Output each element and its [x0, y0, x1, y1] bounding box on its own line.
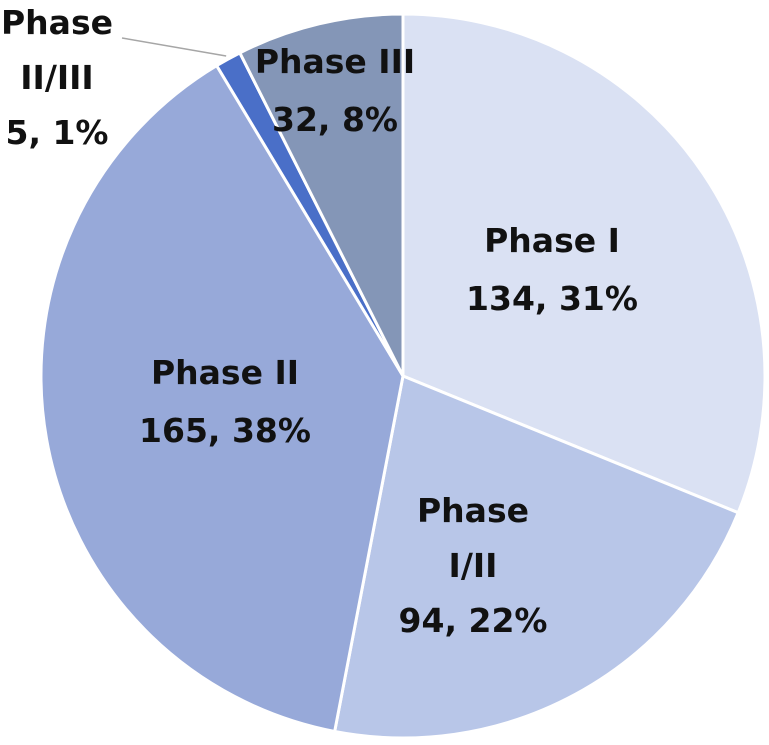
slice-label-line: Phase I — [484, 221, 620, 260]
slice-label-phase-iii: Phase III 32, 8% — [255, 42, 415, 139]
pie-slice-phase-i-ii — [332, 373, 741, 740]
slice-label-phase-ii-iii: Phase II/III 5, 1% — [1, 3, 113, 152]
pie-slice-phase-i — [401, 12, 767, 515]
pie-labels: Phase I 134, 31% Phase I/II 94, 22% Phase II 1… — [1, 3, 638, 640]
slice-label-line: 32, 8% — [272, 100, 398, 139]
slice-label-line: Phase — [1, 3, 113, 42]
slice-label-line: 165, 38% — [139, 411, 311, 450]
slice-label-phase-i: Phase I 134, 31% — [466, 221, 638, 318]
leader-line — [121, 37, 227, 57]
slice-label-line: Phase III — [255, 42, 415, 81]
slice-label-phase-ii: Phase II 165, 38% — [139, 353, 311, 450]
pie-slice-phase-iii — [237, 12, 405, 377]
pie-slice-phase-ii — [39, 63, 405, 734]
slice-label-line: 5, 1% — [5, 113, 108, 152]
slice-label-line: Phase II — [151, 353, 299, 392]
slice-label-line: Phase — [417, 491, 529, 530]
slice-label-phase-i-ii: Phase I/II 94, 22% — [399, 491, 548, 640]
pie-slices — [39, 12, 767, 740]
slice-label-line: II/III — [20, 58, 93, 97]
slice-label-line: 134, 31% — [466, 279, 638, 318]
slice-label-line: I/II — [449, 546, 498, 585]
slice-label-line: 94, 22% — [399, 601, 548, 640]
